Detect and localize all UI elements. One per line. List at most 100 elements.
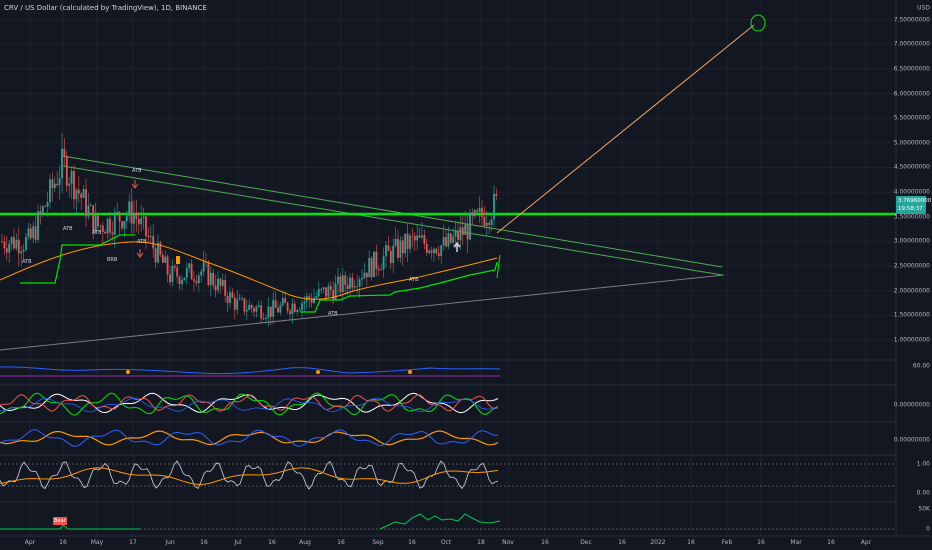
candle-body: [195, 281, 198, 284]
candle-body: [281, 298, 284, 306]
candle-body: [411, 235, 414, 237]
candle-body: [109, 218, 111, 233]
candle-body: [63, 148, 66, 157]
candle-body: [1, 241, 3, 243]
candle-body: [303, 301, 306, 304]
candle-body: [442, 237, 445, 246]
candle-body: [476, 210, 479, 212]
time-tick-label: Apr: [860, 539, 872, 546]
candle-body: [385, 245, 387, 257]
candle-body: [341, 275, 344, 293]
candle-body: [94, 214, 97, 232]
volume-bottom-label: 0: [926, 525, 930, 533]
time-tick-label: 16: [337, 539, 345, 546]
candle-body: [377, 268, 380, 271]
price-tick-label: 2.00000000: [893, 287, 930, 295]
candle-body: [346, 284, 349, 289]
ath-label-2: ATB: [63, 226, 73, 232]
candle-body: [430, 250, 433, 254]
time-tick-label: 2022: [650, 539, 666, 546]
target-circle[interactable]: [750, 14, 766, 32]
oscillator-line: [0, 430, 499, 446]
candle-body: [488, 222, 491, 225]
resistance-trendline-upper[interactable]: [62, 155, 723, 268]
candle-body: [392, 245, 395, 264]
countdown-timer: 19:58:37: [898, 206, 923, 212]
candle-body: [53, 183, 56, 188]
candle-body: [361, 277, 363, 280]
oscillator-line: [0, 460, 499, 490]
candle-body: [118, 212, 121, 222]
candle-body: [332, 290, 335, 300]
target-projection-line[interactable]: [496, 24, 755, 234]
oscillator-line: [0, 429, 499, 447]
candle-body: [200, 271, 203, 276]
candle-body: [428, 250, 431, 253]
candle-body: [310, 299, 313, 303]
candle-body: [159, 242, 162, 255]
time-tick-label: Jul: [234, 539, 242, 546]
volume-top-label: 50K: [918, 505, 930, 513]
candle-body: [425, 244, 428, 253]
candle-body: [344, 275, 347, 285]
candle-body: [217, 278, 219, 291]
candle-body: [380, 269, 383, 271]
time-tick-label: Nov: [502, 539, 514, 546]
oscillator-line: [0, 467, 499, 485]
candle-body: [92, 205, 95, 232]
candle-body: [423, 235, 426, 245]
candle-body: [245, 309, 248, 312]
candle-body: [313, 297, 315, 303]
candle-body: [82, 189, 85, 198]
candle-body: [399, 240, 402, 258]
candle-body: [68, 183, 71, 186]
ath-label-4: ATB: [132, 168, 142, 174]
candle-body: [358, 279, 361, 287]
candle-body: [61, 148, 63, 179]
candle-body: [435, 248, 438, 254]
candlestick-series: [1, 132, 498, 327]
candle-body: [257, 305, 260, 307]
price-tick-label: 2.50000000: [893, 262, 930, 270]
macd-zero-label-2: 0.00000000: [893, 436, 930, 444]
candle-body: [89, 205, 92, 207]
candle-body: [267, 306, 270, 318]
volume-indicator-line: [379, 513, 501, 530]
time-tick-label: Dec: [580, 539, 592, 546]
candle-body: [447, 233, 450, 247]
candle-body: [322, 287, 325, 290]
candle-body: [389, 250, 392, 264]
candle-body: [164, 256, 167, 263]
ath-label-5: ATB: [137, 239, 147, 245]
price-tick-label: 3.50000000: [893, 213, 930, 221]
candle-body: [221, 280, 224, 286]
candle-body: [161, 254, 164, 263]
support-trendline[interactable]: [0, 274, 725, 351]
candle-body: [241, 298, 243, 300]
time-axis[interactable]: Apr 16 May 17 Jun 16 Jul 16 Aug 16 Sep 16 Oct 18 Nov 16…: [0, 536, 932, 550]
candle-body: [140, 217, 143, 225]
price-tick-label: 5.50000000: [893, 114, 930, 122]
candle-body: [401, 240, 404, 254]
candle-body: [190, 263, 193, 280]
candle-body: [111, 232, 114, 235]
candle-body: [466, 224, 469, 240]
candle-body: [10, 237, 13, 244]
candle-body: [250, 304, 253, 309]
candle-body: [387, 245, 390, 251]
price-axis[interactable]: USD 7.50000000 7.00000000 6.50000000 6.0000…: [893, 0, 932, 536]
stoch-top-label: 1.00: [916, 460, 930, 468]
candle-body: [169, 274, 171, 283]
candle-body: [20, 251, 23, 254]
oscillator-line: [0, 397, 499, 413]
time-tick-label: 16: [541, 539, 549, 546]
candle-body: [104, 231, 107, 234]
resistance-trendline-lower[interactable]: [62, 165, 723, 276]
candle-body: [145, 216, 147, 236]
candle-body: [262, 318, 265, 320]
bear-signal-badge: Bear: [53, 517, 67, 525]
candle-body: [37, 211, 39, 240]
candle-body: [334, 283, 337, 300]
candle-body: [25, 236, 27, 250]
